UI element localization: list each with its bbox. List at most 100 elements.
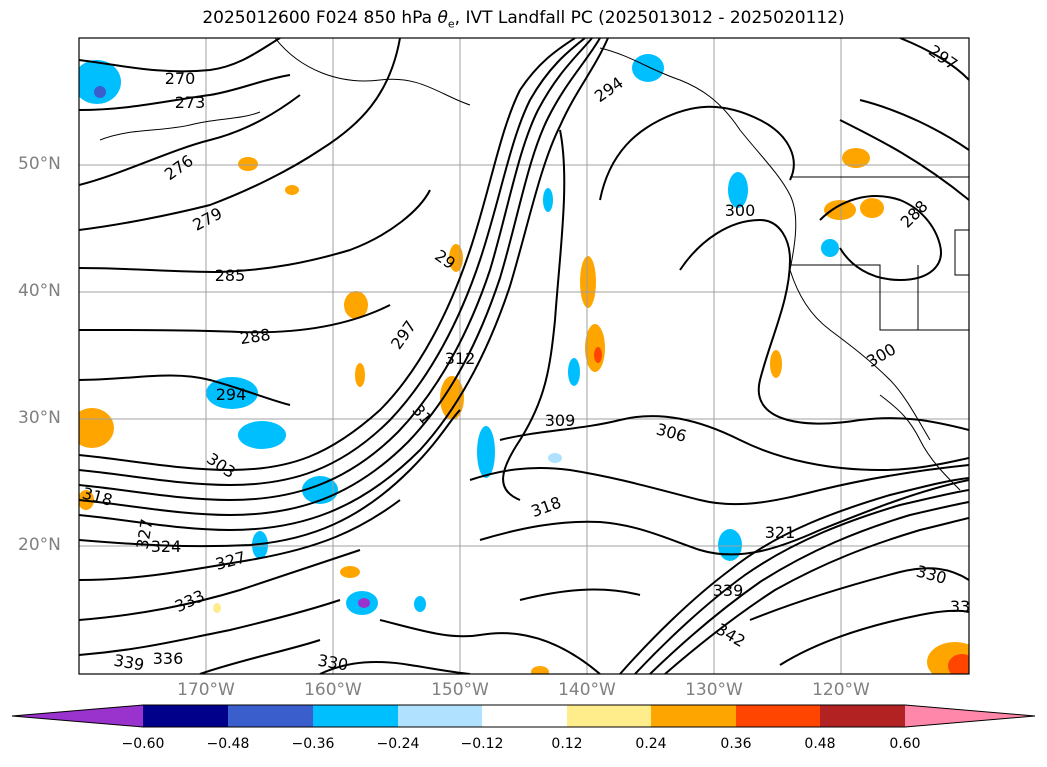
lon-label-130w: 130°W [685,680,743,700]
contour-label: 321 [765,523,796,542]
colorbar-tick: 0.24 [635,736,667,752]
shade-patch [355,363,365,387]
shade-patch [632,54,664,82]
lon-label-120w: 120°W [812,680,870,700]
shade-patch [414,596,426,612]
shade-patch [440,376,464,420]
shade-patch [821,239,839,257]
shade-patch [94,86,106,98]
contour-labels: 270 273 276 279 285 288 294 29 297 312 3… [80,41,970,675]
colorbar-outline [11,704,1036,728]
shade-patch [285,185,299,195]
contour-label: 300 [863,339,899,371]
colorbar-swatch [482,705,567,727]
contour-label: 31 [408,401,436,429]
contour-label: 306 [654,420,688,446]
contour-label: 339 [112,651,145,675]
shade-patch [238,157,258,171]
lon-label-170w: 170°W [177,680,235,700]
contour-label: 270 [165,69,196,88]
colorbar-extend-low [12,705,143,727]
shade-patch [213,603,221,613]
colorbar-tick: −0.36 [291,736,335,752]
shade-patch [531,666,549,674]
shade-patch [585,324,605,372]
colorbar-tick: −0.12 [460,736,504,752]
colorbar-tick: 0.36 [720,736,752,752]
contour-label: 309 [545,411,576,430]
contour-label: 342 [713,619,749,651]
contour-label: 339 [713,581,744,600]
title-prefix: 2025012600 F024 850 hPa [202,8,438,28]
colorbar-swatch [567,705,651,727]
colorbar [11,704,1036,728]
contour-label: 33 [950,597,970,616]
colorbar-extend-high [905,705,1035,727]
lat-label-30n: 30°N [18,408,61,428]
shade-patch [842,148,870,168]
shade-patch [718,529,742,561]
lat-label-40n: 40°N [18,281,61,301]
shade-patch [477,426,495,478]
contour-label: 333 [172,586,208,616]
colorbar-swatch [228,705,313,727]
colorbar-swatch [313,705,398,727]
shade-patch [860,198,884,218]
colorbar-swatch [820,705,905,727]
shade-patch [344,291,368,319]
shade-patch [548,453,562,463]
shade-patch [948,654,969,674]
shade-patch [543,188,553,212]
contour-label: 288 [239,325,272,348]
contour-label: 324 [151,537,182,556]
lat-label-50n: 50°N [18,154,61,174]
shade-patch [594,347,602,363]
colorbar-tick: −0.48 [206,736,250,752]
shade-patch [824,200,856,220]
shade-patch [728,172,748,208]
contour-label: 327 [213,548,247,574]
colorbar-tick: 0.12 [551,736,583,752]
lon-label-150w: 150°W [431,680,489,700]
colorbar-swatch [651,705,736,727]
lon-label-160w: 160°W [304,680,362,700]
contour-label: 294 [591,73,627,106]
shade-patch [568,358,580,386]
contour-label: 318 [529,493,564,521]
contour-label: 297 [387,317,420,353]
colorbar-swatch [143,705,228,727]
colorbar-tick: 0.60 [889,736,921,752]
contour-lines [79,38,969,674]
shade-patch [770,350,782,378]
shade-patch [238,421,286,449]
coastlines [99,38,969,491]
shade-patch [580,256,596,308]
shade-patch [79,408,114,448]
title-theta: θ [437,8,448,28]
map-plot-area: 270 273 276 279 285 288 294 29 297 312 3… [79,38,970,675]
contour-label: 285 [215,266,246,285]
contour-label: 336 [153,649,184,668]
contour-label: 300 [725,201,756,220]
colorbar-swatch [736,705,820,727]
contour-label: 312 [445,349,476,368]
shade-patch [206,377,258,409]
map-title: 2025012600 F024 850 hPa θe, IVT Landfall… [0,8,1047,30]
lat-label-20n: 20°N [18,535,61,555]
gridlines [79,38,969,674]
colorbar-tick: −0.60 [121,736,165,752]
colorbar-tick: −0.24 [376,736,420,752]
contour-label: 273 [175,93,206,112]
colorbar-swatch [398,705,482,727]
shade-patch [79,60,121,104]
contour-label: 303 [203,449,239,482]
title-sub: e [447,17,455,31]
title-suffix: , IVT Landfall PC (2025013012 - 20250201… [454,8,845,28]
contour-label: 294 [216,385,247,404]
shade-patch [358,598,370,608]
contour-label: 330 [914,562,948,588]
contour-label: 330 [316,651,349,675]
lon-label-140w: 140°W [558,680,616,700]
shade-patch [340,566,360,578]
